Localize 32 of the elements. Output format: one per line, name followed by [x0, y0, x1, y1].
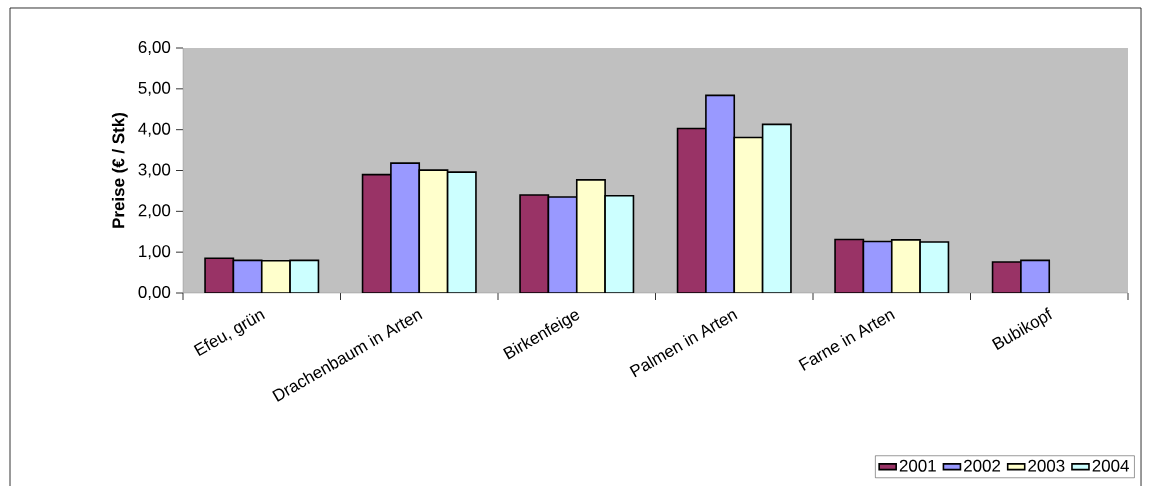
y-tick-label: 1,00 — [139, 245, 171, 260]
legend-label: 2004 — [1092, 459, 1129, 472]
x-tick-label: Efeu, grün — [193, 311, 266, 357]
y-axis-title: Preise (€ / Stk) — [111, 113, 128, 228]
bar — [519, 194, 550, 293]
bar — [446, 171, 477, 293]
y-tick-label: 3,00 — [138, 163, 171, 178]
bar — [761, 123, 792, 293]
bar — [390, 162, 421, 293]
legend-label: 2002 — [964, 459, 1001, 472]
bar — [289, 259, 320, 293]
bar — [834, 238, 865, 293]
bar — [575, 179, 606, 293]
bar — [232, 259, 263, 293]
bar — [919, 241, 950, 293]
bar — [361, 173, 392, 293]
bar — [418, 169, 449, 293]
bar — [204, 257, 235, 293]
bar — [862, 240, 893, 293]
y-tick-label: 2,00 — [138, 204, 171, 219]
y-tick-label: 0,00 — [138, 286, 171, 300]
bar — [547, 196, 578, 293]
legend-label: 2001 — [899, 459, 936, 472]
y-tick-label: 5,00 — [138, 81, 171, 96]
legend-label: 2003 — [1028, 459, 1065, 472]
x-tick-label: Farne in Arten — [798, 311, 896, 371]
y-tick-label: 4,00 — [138, 122, 171, 137]
y-tick-label: 6,00 — [138, 41, 171, 56]
bar — [604, 195, 635, 293]
bar — [705, 94, 736, 293]
bar — [676, 127, 707, 293]
bar — [733, 136, 764, 293]
